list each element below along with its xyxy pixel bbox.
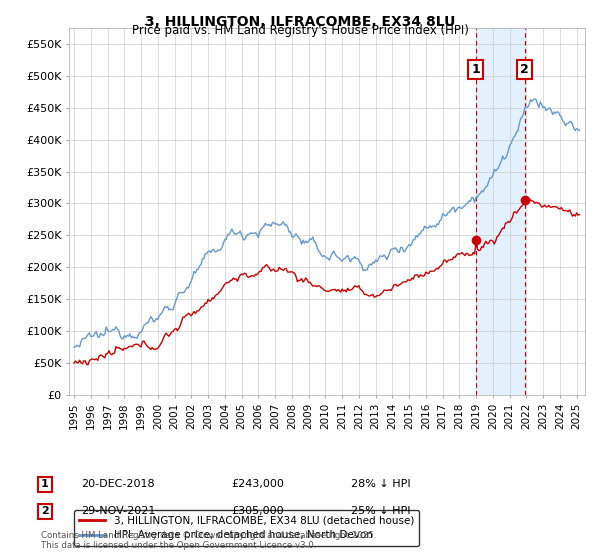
Text: 29-NOV-2021: 29-NOV-2021 [81,506,155,516]
Legend: 3, HILLINGTON, ILFRACOMBE, EX34 8LU (detached house), HPI: Average price, detach: 3, HILLINGTON, ILFRACOMBE, EX34 8LU (det… [74,510,419,545]
Bar [476,28,525,395]
Text: 1: 1 [471,63,480,76]
Text: 2: 2 [41,506,49,516]
Text: 25% ↓ HPI: 25% ↓ HPI [351,506,410,516]
Text: Contains HM Land Registry data © Crown copyright and database right 2025.
This d: Contains HM Land Registry data © Crown c… [41,530,376,550]
Text: 2: 2 [520,63,529,76]
Text: 3, HILLINGTON, ILFRACOMBE, EX34 8LU: 3, HILLINGTON, ILFRACOMBE, EX34 8LU [145,15,455,29]
Text: 28% ↓ HPI: 28% ↓ HPI [351,479,410,489]
Text: 1: 1 [41,479,49,489]
Text: 20-DEC-2018: 20-DEC-2018 [81,479,155,489]
Text: £305,000: £305,000 [231,506,284,516]
Text: £243,000: £243,000 [231,479,284,489]
Text: Price paid vs. HM Land Registry's House Price Index (HPI): Price paid vs. HM Land Registry's House … [131,24,469,37]
